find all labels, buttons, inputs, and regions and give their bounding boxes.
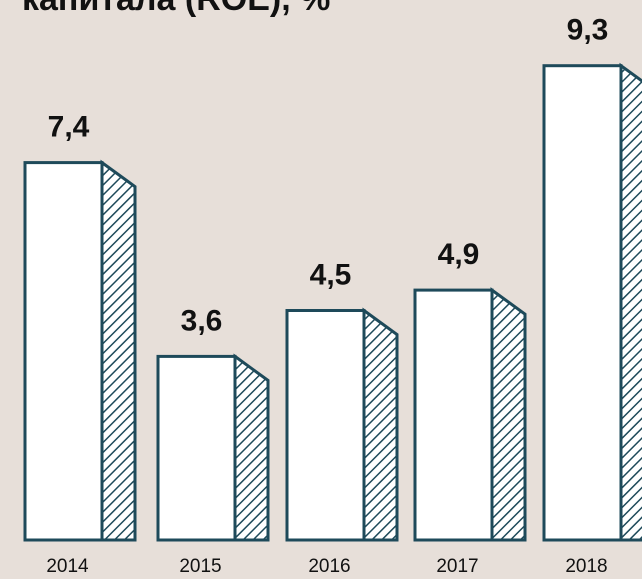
data-label: 3,6 bbox=[181, 304, 223, 337]
data-label: 4,9 bbox=[438, 238, 480, 271]
bar-side bbox=[362, 307, 399, 542]
bar bbox=[413, 288, 494, 542]
bar-side bbox=[100, 159, 137, 542]
bar bbox=[542, 64, 623, 542]
bar-side bbox=[490, 287, 527, 542]
bar bbox=[23, 161, 104, 542]
bar bbox=[156, 354, 237, 542]
x-tick-label: 2015 bbox=[179, 556, 221, 577]
chart-title: капитала (ROE), % bbox=[22, 0, 330, 18]
bar-side bbox=[233, 353, 270, 542]
x-tick-label: 2014 bbox=[46, 556, 89, 577]
x-tick-label: 2017 bbox=[436, 556, 478, 577]
bar bbox=[285, 309, 366, 542]
data-label: 9,3 bbox=[567, 14, 609, 47]
x-tick-label: 2016 bbox=[308, 556, 350, 577]
bar-side bbox=[619, 62, 642, 542]
x-tick-label: 2018 bbox=[565, 556, 607, 577]
data-label: 4,5 bbox=[310, 259, 352, 292]
data-label: 7,4 bbox=[48, 111, 90, 144]
